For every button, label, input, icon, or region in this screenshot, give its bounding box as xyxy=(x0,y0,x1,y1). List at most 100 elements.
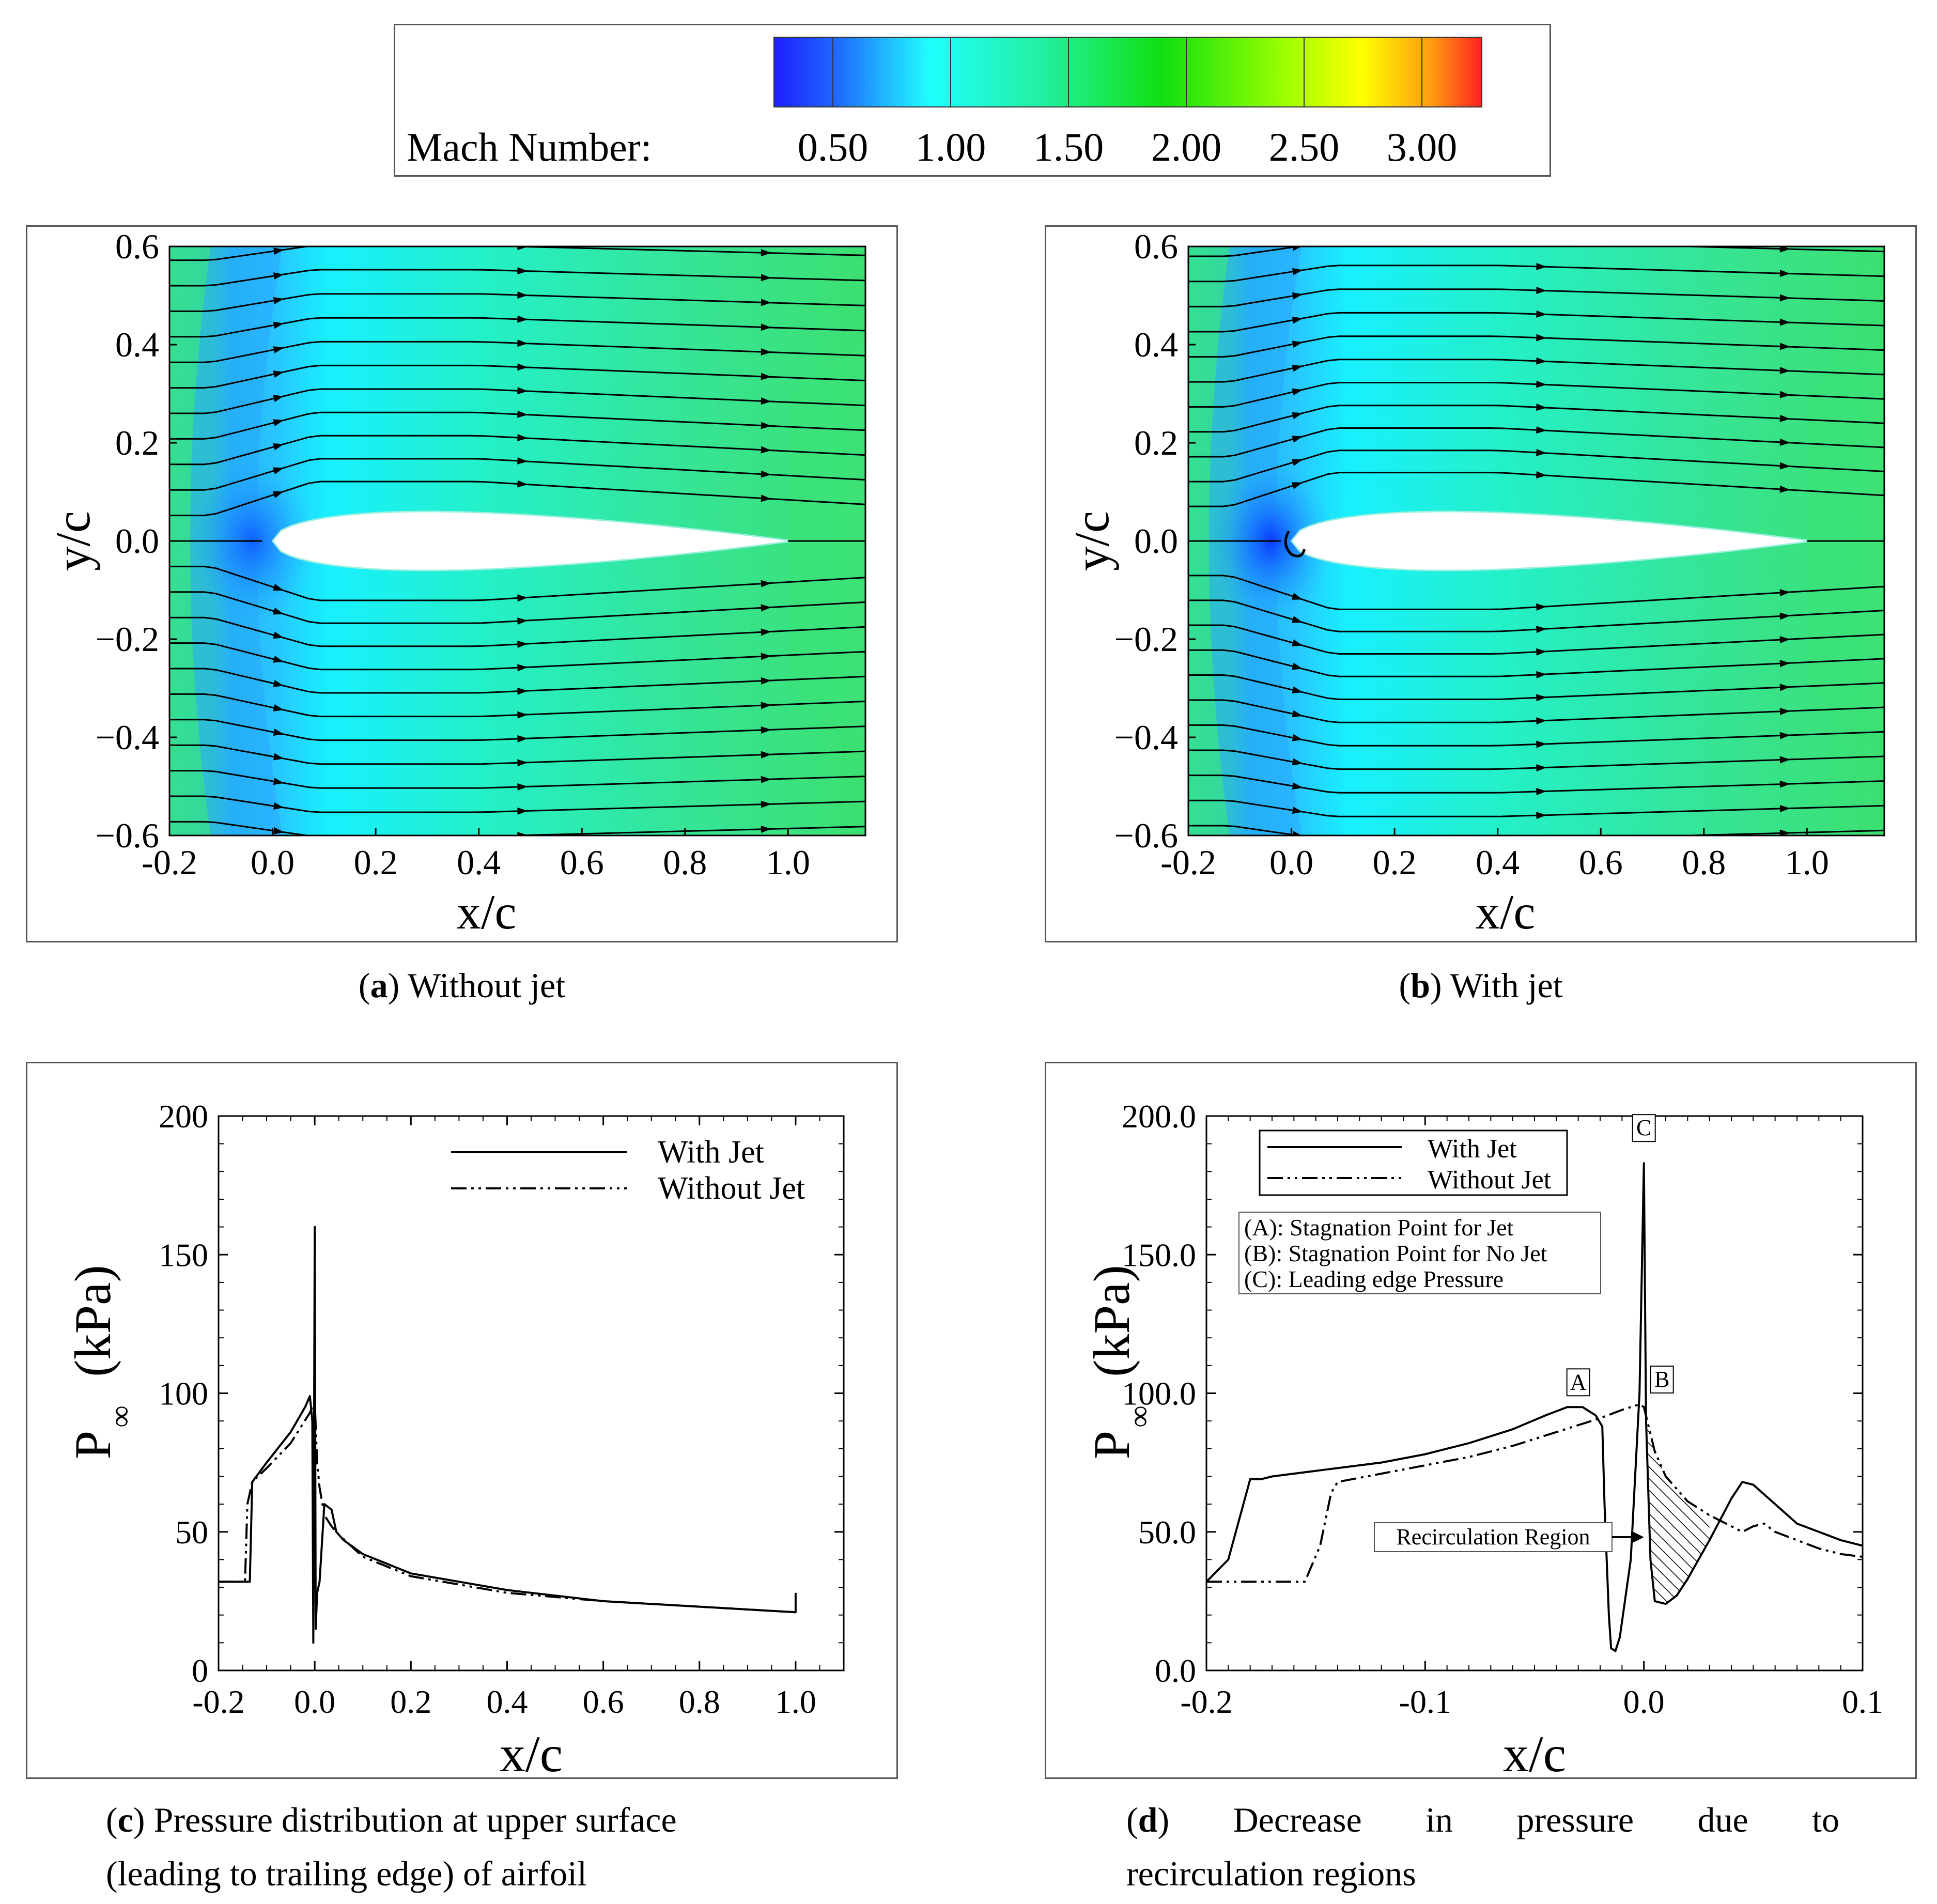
streamline-arrow xyxy=(517,246,528,250)
x-tick-label: 0.2 xyxy=(354,843,398,882)
panel-a: -0.2 0.0 0.2 0.4 0.6 0.8 1.0 0.6 0.4 0.2 0.0 −0.2 −0… xyxy=(26,225,898,942)
streamline-arrow xyxy=(1292,292,1303,300)
streamline-arrow xyxy=(761,580,771,587)
streamline-arrow xyxy=(761,446,771,454)
x-tick-label: 0.2 xyxy=(390,1683,431,1720)
streamline-arrow xyxy=(517,291,528,299)
caption-b-text: With jet xyxy=(1450,966,1563,1005)
y-axis-title-sub: ∞ xyxy=(103,1405,137,1428)
streamline-arrow xyxy=(273,467,284,474)
streamline-arrow xyxy=(1536,812,1547,819)
streamline-arrow xyxy=(1779,294,1790,302)
streamline-arrow xyxy=(761,726,771,734)
notes-box: (A): Stagnation Point for Jet(B): Stagna… xyxy=(1238,1212,1601,1294)
y-tick-label: 150 xyxy=(159,1236,208,1273)
notes-frame xyxy=(1238,1212,1601,1294)
colorbar-dividers xyxy=(832,37,1422,107)
streamline xyxy=(1188,674,1884,700)
caption-c-line2: (leading to trailing edge) of airfoil xyxy=(106,1854,587,1893)
x-tick-label: 0.4 xyxy=(457,843,501,882)
streamline-arrow xyxy=(517,434,528,442)
y-tick-label: −0.4 xyxy=(1114,718,1178,757)
streamline xyxy=(1188,699,1884,723)
x-tick-label: 0.0 xyxy=(1269,843,1313,882)
streamline-arrow xyxy=(273,802,284,810)
streamline-arrow xyxy=(1536,239,1546,246)
streamline-arrow xyxy=(1292,340,1303,348)
streamline-arrow xyxy=(1779,660,1790,668)
series-without-jet xyxy=(219,1400,796,1614)
streamline-arrow xyxy=(1536,740,1547,748)
streamline-arrow xyxy=(1779,438,1790,446)
x-tick-label: 0.8 xyxy=(679,1683,720,1720)
streamline-arrow xyxy=(517,267,528,275)
streamline-arrow xyxy=(1536,471,1547,478)
streamline-arrow xyxy=(1536,648,1547,656)
series-without-jet xyxy=(1206,1403,1863,1583)
streamline xyxy=(1188,265,1884,283)
streamline-arrow xyxy=(1779,612,1790,620)
streamline-arrow xyxy=(517,315,528,323)
streamline xyxy=(1188,825,1884,835)
colorbar-gradient xyxy=(773,37,1482,107)
streamline-arrow xyxy=(761,604,771,612)
streamline-arrow xyxy=(1536,448,1547,456)
y-tick-label: 200.0 xyxy=(1122,1098,1196,1135)
streamline-arrow xyxy=(273,247,284,255)
streamline-arrow xyxy=(1779,414,1790,422)
x-tick-label: 0.8 xyxy=(1682,843,1726,882)
legend-label: With Jet xyxy=(658,1135,764,1170)
streamline-arrow xyxy=(273,827,284,834)
streamline-arrow xyxy=(1779,589,1790,597)
colorbar-tick: 2.50 xyxy=(1269,125,1340,169)
x-axis-title: x/c xyxy=(456,885,516,939)
series-with-jet xyxy=(219,1226,797,1644)
caption-a-text: Without jet xyxy=(407,966,566,1005)
caption-c-line1: Pressure distribution at upper surface xyxy=(153,1800,677,1839)
streamline-arrow xyxy=(1536,334,1547,342)
streamline-arrow xyxy=(273,346,284,353)
x-tick-label: 1.0 xyxy=(775,1683,816,1720)
y-tick-label: 50 xyxy=(175,1514,208,1551)
streamline-arrow xyxy=(1536,310,1547,318)
streamline-arrow xyxy=(1292,831,1303,835)
streamline xyxy=(1188,427,1884,458)
streamline-arrow xyxy=(517,664,528,672)
callout-b: B xyxy=(1650,1365,1674,1394)
caption-d-line1: Decrease in pressure due to xyxy=(1233,1800,1839,1839)
x-tick-label: -0.2 xyxy=(1160,843,1216,882)
streamline-arrow xyxy=(1536,426,1547,434)
x-tick-label: -0.1 xyxy=(1399,1683,1451,1720)
streamline-arrow xyxy=(761,825,771,833)
streamline-arrow xyxy=(517,594,528,602)
note-text: (C): Leading edge Pressure xyxy=(1244,1266,1504,1292)
callout-c: C xyxy=(1632,1114,1656,1142)
y-tick-label: 0.0 xyxy=(115,521,159,561)
colorbar-svg: Mach Number: 0.50 1.00 1.50 2.00 2.50 3.… xyxy=(407,37,1482,169)
x-tick-label: -0.2 xyxy=(1180,1683,1232,1720)
streamline-arrow xyxy=(1536,835,1546,843)
streamline-arrow xyxy=(1779,367,1790,375)
streamline-arrow xyxy=(517,783,528,791)
plot-area xyxy=(169,246,865,835)
streamline-arrow xyxy=(1779,636,1790,644)
streamline-arrow xyxy=(761,702,771,709)
streamline-arrow xyxy=(1291,593,1303,600)
streamline-arrow xyxy=(517,711,528,719)
streamline-arrow xyxy=(1536,788,1547,796)
line-plot-c: -0.2 0.0 0.2 0.4 0.6 0.8 1.0 200 150 100 50 0 x/c P ∞ (… xyxy=(64,1098,845,1783)
streamline-arrow xyxy=(1536,380,1547,388)
plot-area xyxy=(219,1226,797,1644)
streamline xyxy=(1188,649,1884,677)
x-tick-label: 0.4 xyxy=(1476,843,1520,882)
streamline-arrow xyxy=(517,617,528,625)
streamline-arrow xyxy=(517,410,528,418)
callout-a: A xyxy=(1566,1368,1590,1397)
streamline-arrow xyxy=(761,397,771,405)
streamline-arrow xyxy=(761,348,771,356)
x-tick-label: 0.0 xyxy=(1623,1683,1665,1720)
streamline-arrow xyxy=(1779,343,1790,350)
streamline-arrow xyxy=(517,387,528,395)
caption-d-line2: recirculation regions xyxy=(1126,1854,1416,1893)
